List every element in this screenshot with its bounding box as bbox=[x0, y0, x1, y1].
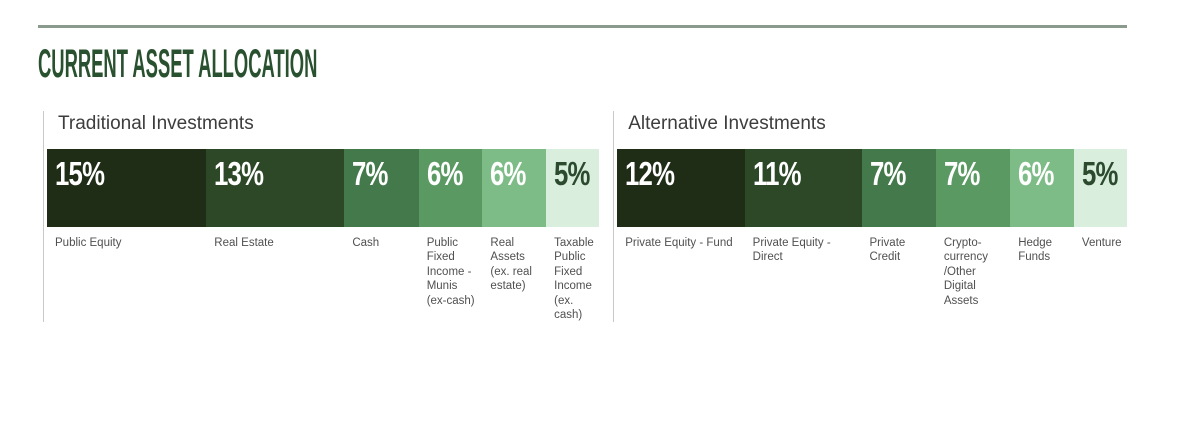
segment-label-text: Private Equity - Direct bbox=[752, 237, 831, 264]
segment-label: Private Credit bbox=[862, 236, 936, 308]
segment-percent-value: 12% bbox=[625, 155, 675, 192]
segment-label: Public Equity bbox=[47, 236, 206, 322]
segment-label-text: Taxable Public Fixed Income (ex. cash) bbox=[554, 237, 594, 321]
asset-allocation-panel: CURRENT ASSET ALLOCATION Traditional Inv… bbox=[38, 25, 1127, 323]
segment-label: Public Fixed Income - Munis (ex-cash) bbox=[419, 236, 483, 322]
top-divider-rule bbox=[38, 25, 1127, 28]
segment-percent-value: 7% bbox=[352, 155, 389, 192]
segment-label-text: Private Equity - Fund bbox=[625, 237, 733, 249]
segment-percent-value: 6% bbox=[490, 155, 527, 192]
allocation-chart: Traditional Investments 15% 13% 7% 6% 6%… bbox=[43, 111, 1127, 323]
segment-label: Private Equity - Fund bbox=[617, 236, 744, 308]
segment-percent-value: 13% bbox=[214, 155, 264, 192]
segment-label: Taxable Public Fixed Income (ex. cash) bbox=[546, 236, 599, 322]
bar-segment: 7% bbox=[935, 149, 1011, 227]
segment-label-text: Public Equity bbox=[55, 237, 122, 249]
segment-label-text: Crypto-currency /Other Digital Assets bbox=[943, 237, 988, 307]
segment-label: Private Equity - Direct bbox=[745, 236, 862, 308]
bar-segment: 5% bbox=[546, 149, 600, 227]
segment-label: Venture bbox=[1074, 236, 1127, 308]
segment-label-text: Real Estate bbox=[214, 237, 274, 249]
segment-percent-value: 7% bbox=[943, 155, 980, 192]
bar-segment: 13% bbox=[206, 149, 345, 227]
bar-segment: 6% bbox=[482, 149, 547, 227]
segment-labels-row: Public Equity Real Estate Cash Public Fi… bbox=[47, 236, 599, 322]
bar-segment: 7% bbox=[344, 149, 419, 227]
segment-label: Crypto-currency /Other Digital Assets bbox=[936, 236, 1010, 308]
segment-percent-value: 11% bbox=[752, 155, 802, 192]
segment-label-text: Venture bbox=[1081, 237, 1122, 249]
allocation-bar: 12% 11% 7% 7% 6% 5% bbox=[617, 149, 1127, 227]
segment-label: Real Estate bbox=[206, 236, 344, 322]
bar-segment: 7% bbox=[861, 149, 936, 227]
bar-segment: 15% bbox=[47, 149, 207, 227]
allocation-bar: 15% 13% 7% 6% 6% 5% bbox=[47, 149, 600, 227]
segment-label-text: Real Assets (ex. real estate) bbox=[490, 237, 532, 293]
segment-percent-value: 6% bbox=[1018, 155, 1054, 192]
segment-percent-value: 5% bbox=[554, 155, 590, 192]
segment-percent-value: 5% bbox=[1081, 155, 1118, 192]
page-title: CURRENT ASSET ALLOCATION bbox=[38, 42, 318, 86]
bar-segment: 6% bbox=[418, 149, 483, 227]
segment-labels-row: Private Equity - Fund Private Equity - D… bbox=[617, 236, 1127, 308]
investment-group: Traditional Investments 15% 13% 7% 6% 6%… bbox=[43, 111, 600, 323]
bar-segment: 6% bbox=[1010, 149, 1074, 227]
segment-percent-value: 7% bbox=[869, 155, 906, 192]
segment-percent-value: 15% bbox=[55, 155, 105, 192]
segment-label: Hedge Funds bbox=[1010, 236, 1074, 308]
segment-percent-value: 6% bbox=[426, 155, 463, 192]
bar-segment: 5% bbox=[1073, 149, 1127, 227]
bar-segment: 11% bbox=[744, 149, 862, 227]
investment-group: Alternative Investments 12% 11% 7% 7% 6%… bbox=[613, 111, 1127, 323]
bar-segment: 12% bbox=[617, 149, 745, 227]
group-title: Traditional Investments bbox=[58, 113, 254, 134]
segment-label-text: Public Fixed Income - Munis (ex-cash) bbox=[426, 237, 475, 307]
segment-label: Cash bbox=[344, 236, 418, 322]
segment-label-text: Cash bbox=[352, 237, 380, 249]
segment-label: Real Assets (ex. real estate) bbox=[482, 236, 546, 322]
group-title: Alternative Investments bbox=[628, 113, 826, 134]
segment-label-text: Hedge Funds bbox=[1018, 237, 1053, 264]
segment-label-text: Private Credit bbox=[869, 237, 906, 264]
